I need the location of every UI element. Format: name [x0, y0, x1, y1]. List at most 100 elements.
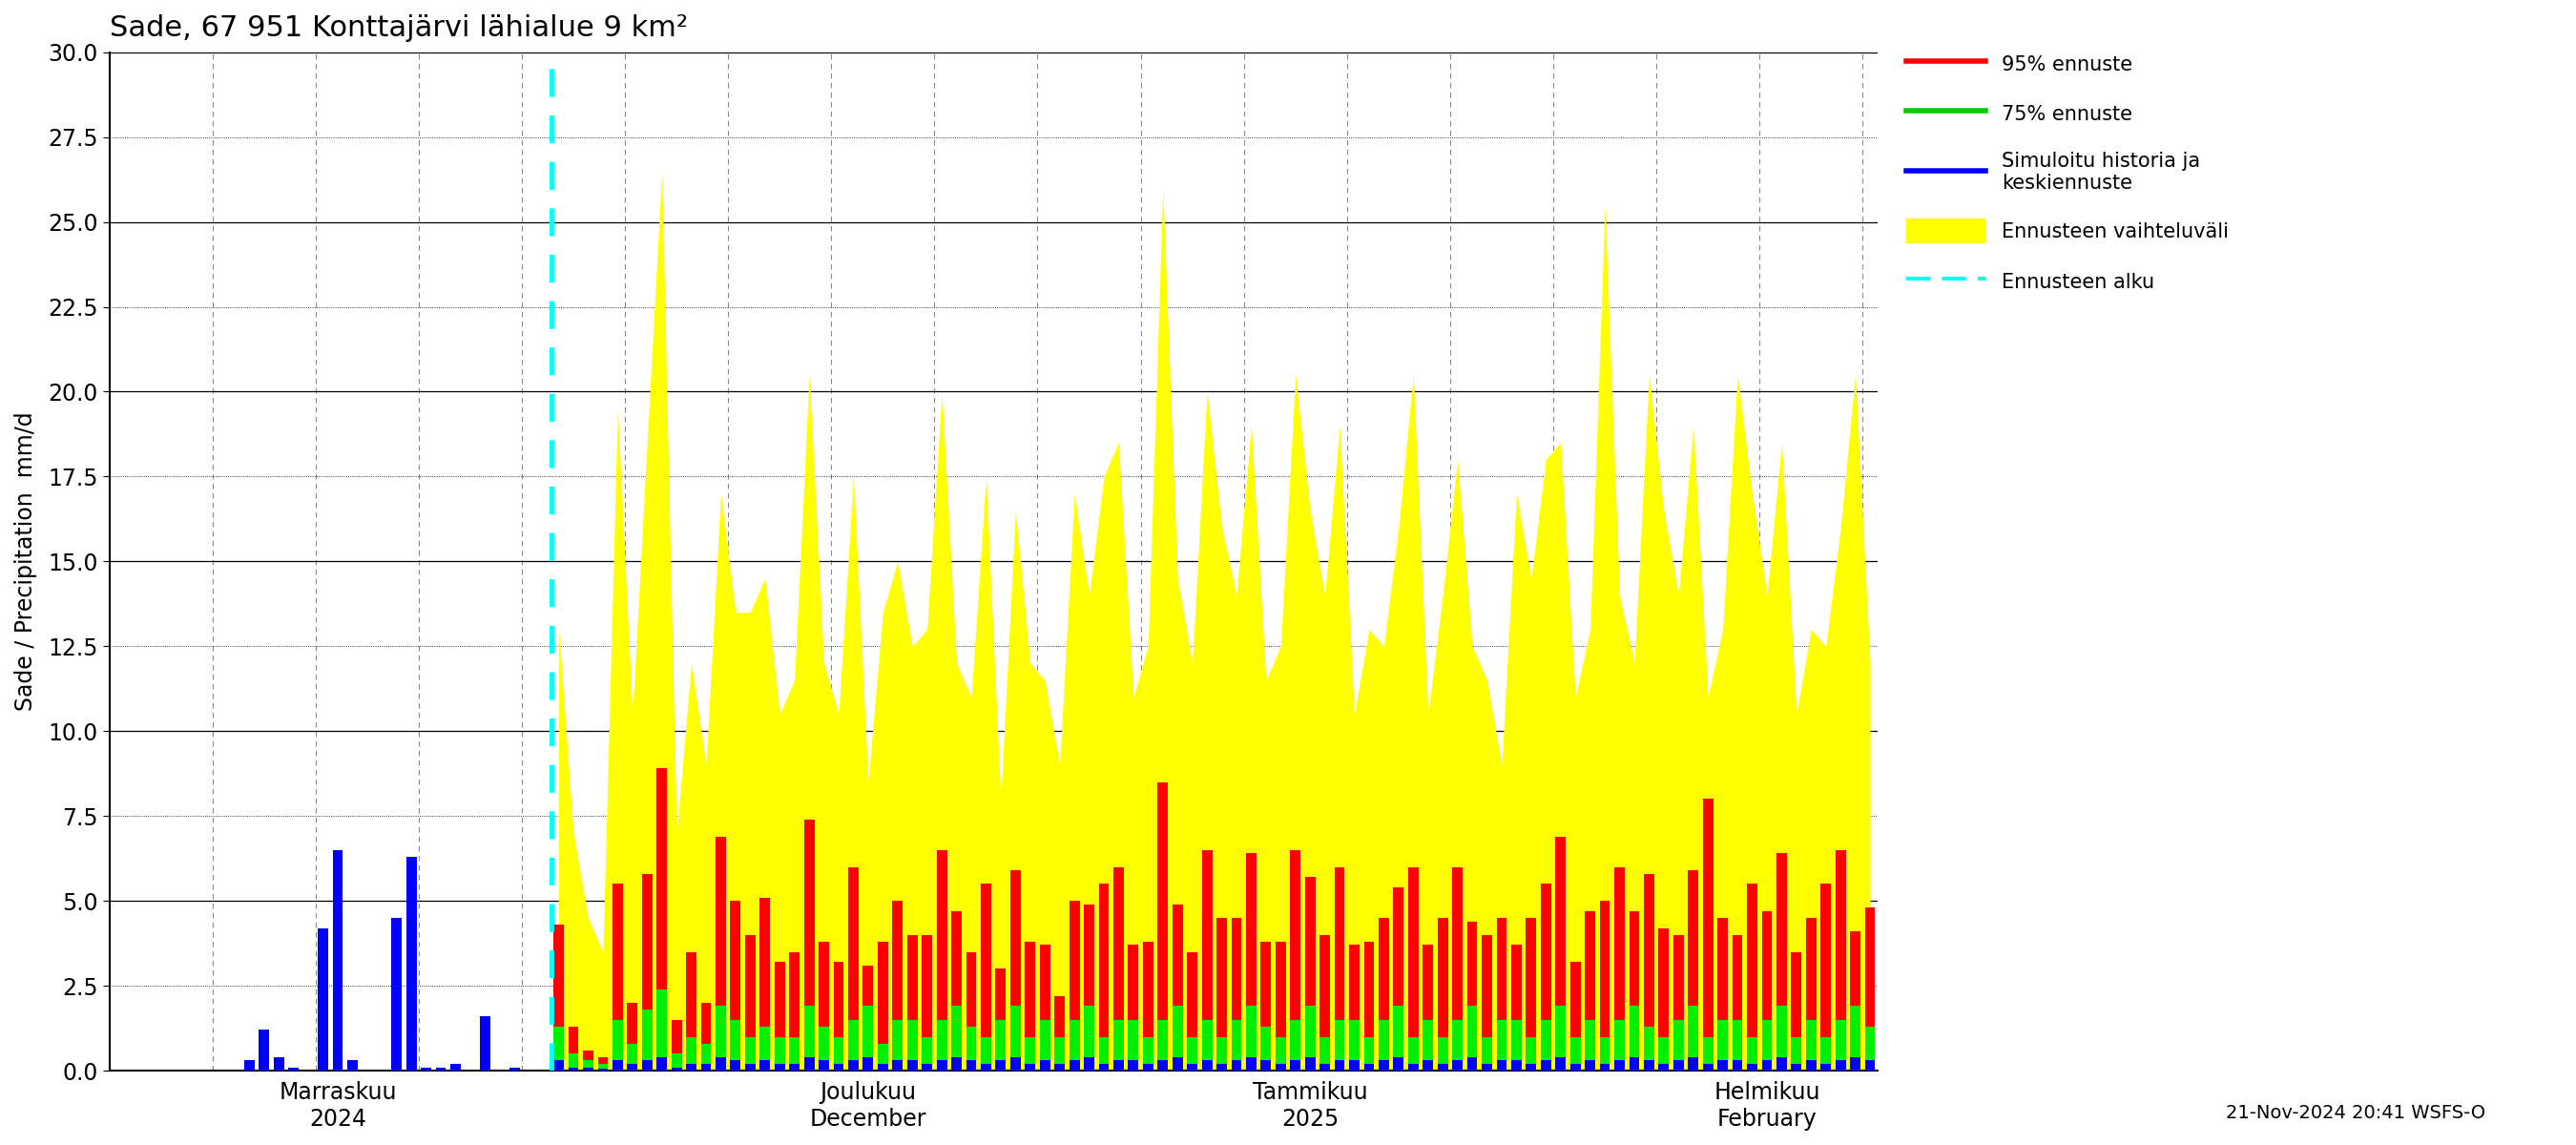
Bar	[1172, 1006, 1182, 1057]
Bar	[1865, 1027, 1875, 1060]
Bar	[1600, 1064, 1610, 1071]
Bar	[554, 1027, 564, 1060]
Bar	[1378, 918, 1388, 1020]
Bar	[732, 1060, 742, 1071]
Bar	[848, 1020, 858, 1060]
Bar	[1718, 1060, 1728, 1071]
Bar	[1084, 905, 1095, 1006]
Bar	[672, 1020, 683, 1053]
Bar	[554, 925, 564, 1027]
Bar	[1600, 1036, 1610, 1064]
Bar	[1363, 1064, 1373, 1071]
Bar	[1837, 1060, 1847, 1071]
Bar	[1437, 1036, 1448, 1064]
Bar	[1041, 1020, 1051, 1060]
Bar	[1718, 918, 1728, 1020]
Bar	[1041, 945, 1051, 1020]
Bar	[510, 1067, 520, 1071]
Bar	[1334, 1060, 1345, 1071]
Bar	[819, 1027, 829, 1060]
Bar	[1128, 1060, 1139, 1071]
Bar	[1100, 1036, 1110, 1064]
Bar	[1291, 850, 1301, 1020]
Bar	[1468, 1006, 1479, 1057]
Bar	[1497, 1060, 1507, 1071]
Bar	[1350, 945, 1360, 1020]
Bar	[891, 901, 902, 1020]
Bar	[1674, 934, 1685, 1020]
Bar	[1306, 1057, 1316, 1071]
Bar	[907, 1020, 917, 1060]
Bar	[1540, 884, 1551, 1020]
Bar	[716, 1057, 726, 1071]
Bar	[744, 1036, 755, 1064]
Bar	[1260, 1060, 1270, 1071]
Text: 21-Nov-2024 20:41 WSFS-O: 21-Nov-2024 20:41 WSFS-O	[2226, 1104, 2486, 1122]
Bar	[1216, 1064, 1226, 1071]
Bar	[788, 1064, 799, 1071]
Bar	[657, 1057, 667, 1071]
Bar	[1540, 1060, 1551, 1071]
Bar	[1584, 1020, 1595, 1060]
Bar	[981, 884, 992, 1036]
Bar	[878, 1043, 889, 1064]
Bar	[1762, 1060, 1772, 1071]
Bar	[951, 911, 961, 1006]
Bar	[479, 1017, 489, 1071]
Bar	[1703, 1064, 1713, 1071]
Bar	[878, 1064, 889, 1071]
Bar	[1497, 918, 1507, 1020]
Bar	[1615, 1060, 1625, 1071]
Bar	[1394, 1057, 1404, 1071]
Bar	[835, 1064, 845, 1071]
Bar	[1334, 1020, 1345, 1060]
Bar	[1865, 1060, 1875, 1071]
Bar	[1687, 1006, 1698, 1057]
Bar	[1525, 1064, 1535, 1071]
Bar	[641, 874, 652, 1010]
Bar	[258, 1029, 268, 1071]
Bar	[835, 1036, 845, 1064]
Bar	[1041, 1060, 1051, 1071]
Bar	[1172, 1057, 1182, 1071]
Bar	[732, 1020, 742, 1060]
Bar	[863, 965, 873, 1006]
Bar	[1556, 1057, 1566, 1071]
Bar	[1731, 1020, 1741, 1060]
Bar	[891, 1020, 902, 1060]
Bar	[1747, 1064, 1757, 1071]
Bar	[760, 898, 770, 1027]
Bar	[1628, 911, 1638, 1006]
Bar	[1306, 877, 1316, 1006]
Bar	[1025, 1064, 1036, 1071]
Bar	[716, 1006, 726, 1057]
Bar	[1422, 945, 1432, 1020]
Bar	[1556, 836, 1566, 1006]
Bar	[1481, 934, 1492, 1036]
Bar	[1363, 1036, 1373, 1064]
Bar	[1069, 1060, 1079, 1071]
Bar	[922, 1064, 933, 1071]
Bar	[966, 1060, 976, 1071]
Bar	[716, 836, 726, 1006]
Bar	[1025, 941, 1036, 1036]
Bar	[1394, 887, 1404, 1006]
Bar	[1010, 1057, 1020, 1071]
Bar	[1571, 1036, 1582, 1064]
Bar	[907, 1060, 917, 1071]
Bar	[1687, 1057, 1698, 1071]
Bar	[994, 1060, 1005, 1071]
Bar	[1628, 1057, 1638, 1071]
Bar	[1659, 1064, 1669, 1071]
Bar	[626, 1043, 636, 1064]
Bar	[1821, 1036, 1832, 1064]
Bar	[701, 1064, 711, 1071]
Bar	[1422, 1020, 1432, 1060]
Bar	[1084, 1006, 1095, 1057]
Bar	[835, 962, 845, 1036]
Bar	[613, 884, 623, 1020]
Bar	[1069, 901, 1079, 1020]
Bar	[1571, 962, 1582, 1036]
Bar	[1468, 1057, 1479, 1071]
Bar	[938, 1060, 948, 1071]
